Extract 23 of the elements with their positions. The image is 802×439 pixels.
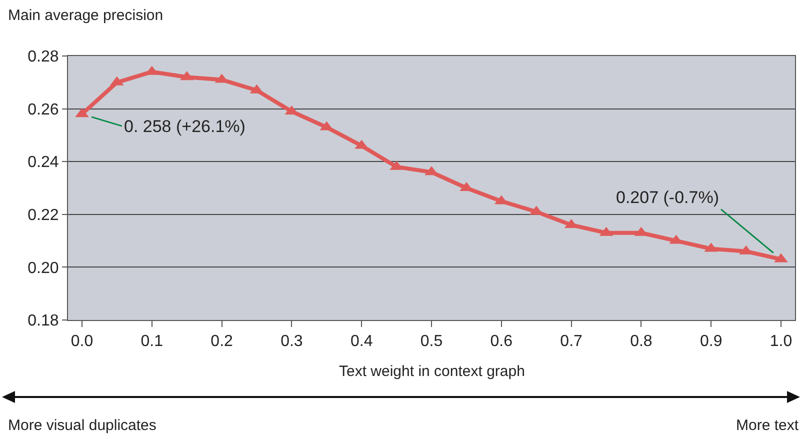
y-axis-title: Main average precision: [8, 7, 164, 24]
y-tick-label: 0.26: [28, 101, 59, 118]
x-tick-label: 0.0: [70, 333, 94, 350]
text: More visual duplicates: [8, 417, 156, 434]
x-tick-label: 0.8: [630, 333, 652, 350]
x-tick-label: 0.4: [350, 333, 373, 350]
x-tick-label: 1.0: [770, 333, 792, 350]
text: More text: [736, 417, 800, 434]
x-axis-title: Text weight in context graph: [339, 363, 525, 380]
annotation: 0.207 (-0.7%): [616, 188, 719, 207]
y-tick-label: 0.20: [28, 260, 59, 277]
x-tick-label: 0.6: [490, 333, 513, 350]
x-tick-label: 0.5: [420, 333, 443, 350]
y-tick-label: 0.24: [28, 154, 59, 172]
x-tick-label: 0.1: [140, 333, 164, 350]
y-tick-label: 0.28: [28, 48, 59, 66]
y-tick-label: 0.18: [28, 312, 59, 330]
x-tick-label: 0.9: [700, 333, 722, 350]
x-tick-label: 0.2: [210, 333, 234, 350]
y-tick-label: 0.22: [28, 207, 59, 224]
annotation: 0. 258 (+26.1%): [124, 117, 246, 136]
x-tick-label: 0.3: [280, 333, 303, 350]
x-tick-label: 0.7: [560, 333, 583, 350]
